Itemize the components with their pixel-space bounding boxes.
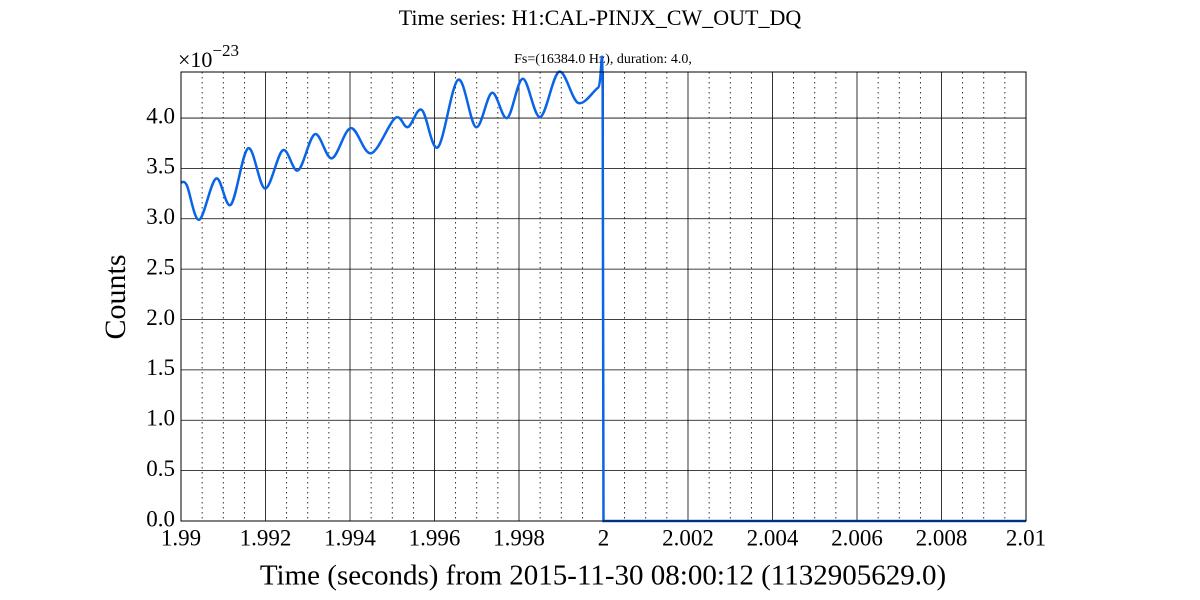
- y-tick-label: 3.5: [146, 154, 175, 179]
- data-line: [180, 55, 1026, 523]
- x-tick-label: 1.992: [240, 525, 292, 550]
- x-tick-label: 1.996: [409, 525, 461, 550]
- y-multiplier-exponent: −23: [212, 41, 239, 60]
- y-multiplier-base: ×10: [178, 47, 212, 72]
- y-multiplier: ×10−23: [178, 41, 239, 72]
- y-tick-label: 4.0: [146, 103, 175, 128]
- y-tick-label: 0.0: [146, 506, 175, 531]
- x-tick-label: 1.994: [324, 525, 376, 550]
- y-tick-label: 2.5: [146, 254, 175, 279]
- x-tick-label: 2.008: [916, 525, 968, 550]
- y-tick-label: 1.0: [146, 406, 175, 431]
- x-tick-label: 2.004: [747, 525, 799, 550]
- x-axis-label: Time (seconds) from 2015-11-30 08:00:12 …: [260, 560, 946, 592]
- x-tick-label: 2.006: [831, 525, 883, 550]
- y-tick-label: 0.5: [146, 456, 175, 481]
- y-tick-label: 1.5: [146, 355, 175, 380]
- plot-frame: [180, 71, 1027, 522]
- x-tick-label: 2: [598, 525, 610, 550]
- y-axis-label: Counts: [99, 254, 132, 339]
- chart-title: Time series: H1:CAL-PINJX_CW_OUT_DQ: [399, 5, 802, 30]
- x-tick-label: 2.002: [662, 525, 714, 550]
- x-tick-label: 2.01: [1006, 525, 1046, 550]
- x-tick-label: 1.998: [493, 525, 545, 550]
- y-tick-label: 2.0: [146, 305, 175, 330]
- y-tick-label: 3.0: [146, 204, 175, 229]
- x-tick-label: 1.99: [161, 525, 201, 550]
